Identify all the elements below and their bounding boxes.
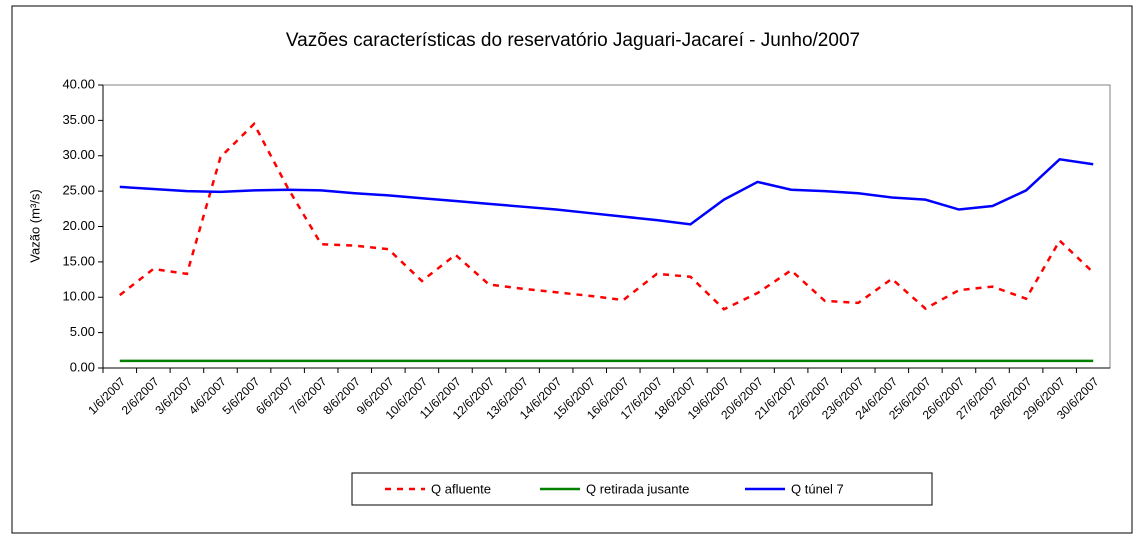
series-line [119,157,1094,226]
legend-label: Q túnel 7 [791,481,844,496]
y-tick-label: 30.00 [62,147,95,162]
series-line [119,121,1095,311]
y-tick-label: 20.00 [62,218,95,233]
chart-title: Vazões características do reservatório J… [286,30,860,51]
legend-label: Q retirada jusante [586,481,689,496]
y-axis-label: Vazão (m³/s) [27,189,42,262]
y-tick-label: 40.00 [62,76,95,91]
legend-label: Q afluente [431,481,491,496]
y-tick-label: 10.00 [62,289,95,304]
y-tick-label: 25.00 [62,183,95,198]
plot-area [102,84,1111,369]
y-tick-label: 0.00 [70,359,95,374]
legend [351,472,933,506]
y-tick-label: 35.00 [62,112,95,127]
y-tick-label: 15.00 [62,253,95,268]
y-tick-label: 5.00 [70,324,95,339]
